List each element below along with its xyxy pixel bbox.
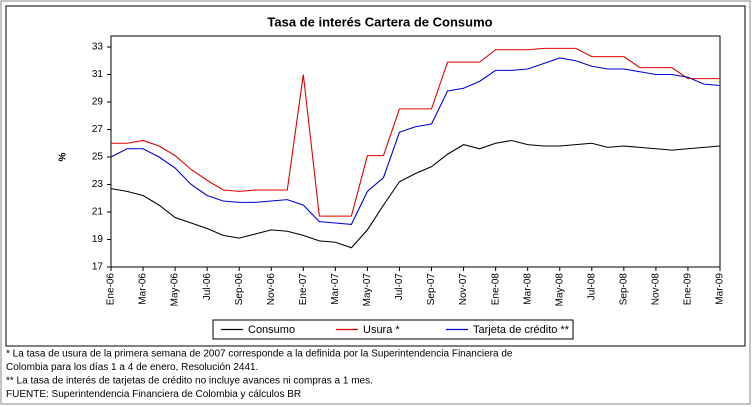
y-tick-label: 17 <box>92 262 104 273</box>
plot-area <box>110 35 721 268</box>
note: ** La tasa de interés de tarjetas de cré… <box>6 376 373 387</box>
x-tick-label: Sep-06 <box>234 273 245 306</box>
series-line <box>111 47 720 217</box>
x-tick-label: May-06 <box>170 273 181 307</box>
chart-frame <box>5 5 746 347</box>
x-tick-label: Jul-08 <box>586 273 597 301</box>
legend-box <box>212 319 574 340</box>
x-tick-label: Sep-08 <box>618 273 629 306</box>
x-tick-label: Ene-06 <box>106 273 117 306</box>
x-tick-label: Ene-07 <box>298 273 309 306</box>
x-tick-label: Mar-09 <box>715 273 726 305</box>
x-tick-label: May-08 <box>554 273 565 307</box>
y-tick-label: 25 <box>92 152 104 163</box>
legend-label: Usura * <box>363 324 400 336</box>
y-tick-label: 21 <box>92 207 104 218</box>
chart-title: Tasa de interés Cartera de Consumo <box>267 14 492 29</box>
legend-label: Tarjeta de crédito ** <box>473 324 570 336</box>
series-line <box>110 57 721 225</box>
y-tick-label: 31 <box>92 69 104 80</box>
y-tick-label: 23 <box>92 179 104 190</box>
x-tick-label: Mar-07 <box>330 273 341 305</box>
y-tick-label: 27 <box>92 124 104 135</box>
x-tick-label: Sep-07 <box>426 273 437 306</box>
x-tick-label: Ene-08 <box>490 273 501 306</box>
x-tick-label: Nov-08 <box>651 273 662 306</box>
y-tick-label: 29 <box>92 97 104 108</box>
x-tick-label: May-07 <box>362 273 373 307</box>
x-tick-label: Mar-06 <box>138 273 149 305</box>
series-line <box>110 139 721 249</box>
x-tick-label: Ene-09 <box>683 273 694 306</box>
y-tick-label: 33 <box>92 42 104 53</box>
x-tick-label: Nov-06 <box>266 273 277 306</box>
note: * La tasa de usura de la primera semana … <box>6 349 513 360</box>
note: FUENTE: Superintendencia Financiera de C… <box>6 389 301 400</box>
x-tick-label: Jul-07 <box>394 273 405 301</box>
y-tick-label: 19 <box>92 234 104 245</box>
legend-label: Consumo <box>248 324 295 336</box>
x-tick-label: Mar-08 <box>522 273 533 305</box>
x-tick-label: Jul-06 <box>202 273 213 301</box>
x-tick-label: Nov-07 <box>458 273 469 306</box>
y-axis-label: % <box>58 152 69 161</box>
note: Colombia para los días 1 a 4 de enero, R… <box>6 362 258 373</box>
